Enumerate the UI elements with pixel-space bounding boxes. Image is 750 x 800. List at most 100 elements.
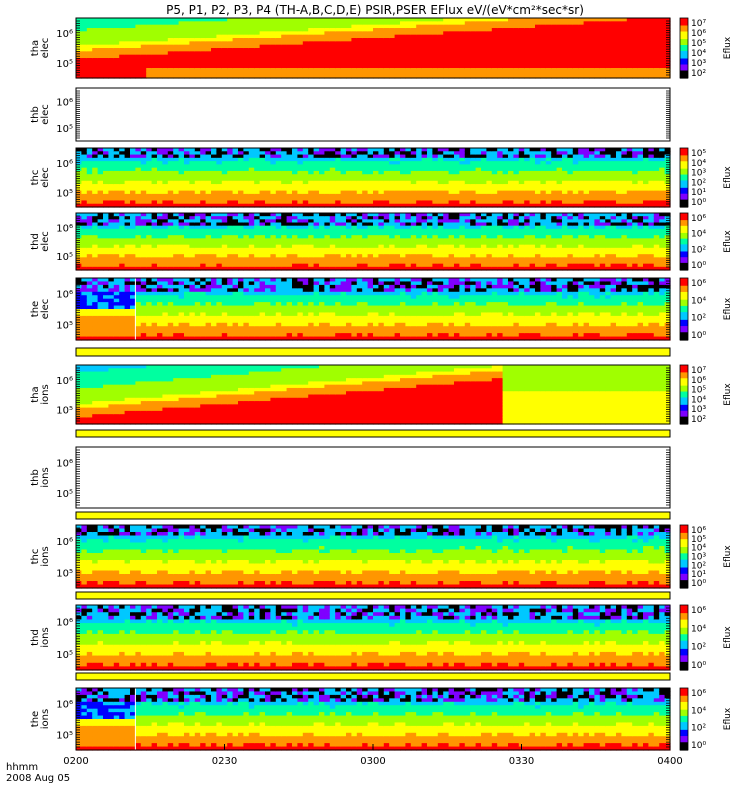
spectrogram-cell <box>346 24 352 29</box>
spectrogram-cell <box>416 177 423 182</box>
spectrogram-cell <box>205 51 212 56</box>
spectrogram-cell <box>367 190 374 195</box>
spectrogram-cell <box>97 21 104 26</box>
spectrogram-cell <box>594 31 601 36</box>
spectrogram-cell <box>200 174 207 179</box>
spectrogram-cell <box>167 177 174 182</box>
spectrogram-cell <box>140 177 147 182</box>
spectrogram-cell <box>238 54 244 59</box>
spectrogram-cell <box>238 28 244 32</box>
spectrogram-cell <box>464 44 471 49</box>
spectrogram-cell <box>173 71 180 76</box>
spectrogram-cell <box>567 18 574 22</box>
spectrogram-cell <box>351 203 358 208</box>
spectrogram-cell <box>178 197 185 202</box>
spectrogram-cell <box>162 180 169 185</box>
spectrogram-cell <box>351 41 358 46</box>
spectrogram-cell <box>491 48 498 52</box>
spectrogram-cell <box>248 157 255 162</box>
spectrogram-cell <box>146 64 153 69</box>
spectrogram-cell <box>81 31 88 36</box>
spectrogram-cell <box>81 48 88 52</box>
spectrogram-cell <box>475 31 482 36</box>
spectrogram-cell <box>81 154 88 159</box>
spectrogram-cell <box>502 41 509 46</box>
spectrogram-cell <box>610 58 617 62</box>
spectrogram-cell <box>513 31 520 36</box>
spectrogram-cell <box>643 48 649 52</box>
spectrogram-cell <box>313 197 320 202</box>
spectrogram-cell <box>518 18 525 22</box>
spectrogram-cell <box>248 38 255 42</box>
spectrogram-cell <box>572 44 579 49</box>
spectrogram-cell <box>356 51 363 56</box>
spectrogram-cell <box>302 193 309 198</box>
spectrogram-cell <box>383 193 390 198</box>
spectrogram-cell <box>481 28 487 32</box>
spectrogram-cell <box>184 154 190 159</box>
spectrogram-cell <box>211 184 217 188</box>
spectrogram-cell <box>346 44 352 49</box>
colorbar-cell <box>680 49 688 52</box>
spectrogram-cell <box>286 184 293 188</box>
spectrogram-cell <box>178 151 185 156</box>
spectrogram-cell <box>427 51 433 56</box>
spectrogram-cell <box>378 154 385 159</box>
spectrogram-cell <box>400 24 406 29</box>
spectrogram-cell <box>275 177 282 182</box>
spectrogram-cell <box>167 54 174 59</box>
spectrogram-cell <box>216 28 223 32</box>
spectrogram-cell <box>308 200 315 205</box>
spectrogram-cell <box>76 24 82 29</box>
spectrogram-cell <box>346 148 352 152</box>
spectrogram-cell <box>416 24 423 29</box>
spectrogram-cell <box>616 71 622 76</box>
spectrogram-cell <box>248 41 255 46</box>
spectrogram-cell <box>200 64 207 69</box>
spectrogram-cell <box>448 58 455 62</box>
spectrogram-cell <box>410 167 417 172</box>
spectrogram-cell <box>254 170 261 175</box>
spectrogram-cell <box>108 174 115 179</box>
spectrogram-cell <box>81 170 88 175</box>
spectrogram-cell <box>643 31 649 36</box>
spectrogram-cell <box>556 44 563 49</box>
spectrogram-cell <box>383 177 390 182</box>
spectrogram-cell <box>286 24 293 29</box>
spectrogram-cell <box>211 41 217 46</box>
spectrogram-cell <box>416 190 423 195</box>
spectrogram-cell <box>216 24 223 29</box>
spectrogram-cell <box>324 28 331 32</box>
spectrogram-cell <box>227 44 234 49</box>
spectrogram-cell <box>184 190 190 195</box>
spectrogram-cell <box>281 64 288 69</box>
spectrogram-cell <box>265 41 271 46</box>
spectrogram-cell <box>378 151 385 156</box>
spectrogram-cell <box>194 190 201 195</box>
spectrogram-cell <box>389 193 396 198</box>
spectrogram-cell <box>416 157 423 162</box>
spectrogram-cell <box>459 28 466 32</box>
spectrogram-cell <box>535 68 541 72</box>
spectrogram-cell <box>562 34 568 39</box>
spectrogram-cell <box>454 38 460 42</box>
spectrogram-cell <box>205 64 212 69</box>
spectrogram-cell <box>124 58 131 62</box>
spectrogram-cell <box>108 154 115 159</box>
spectrogram-cell <box>524 28 531 32</box>
spectrogram-cell <box>421 161 428 165</box>
spectrogram-cell <box>167 167 174 172</box>
spectrogram-cell <box>97 200 104 205</box>
spectrogram-cell <box>313 38 320 42</box>
spectrogram-cell <box>367 187 374 192</box>
spectrogram-cell <box>405 21 412 26</box>
spectrogram-cell <box>157 51 163 56</box>
spectrogram-cell <box>556 31 563 36</box>
spectrogram-cell <box>373 190 379 195</box>
spectrogram-cell <box>216 64 223 69</box>
spectrogram-cell <box>389 21 396 26</box>
spectrogram-cell <box>313 61 320 66</box>
spectrogram-cell <box>157 34 163 39</box>
spectrogram-cell <box>140 68 147 72</box>
spectrogram-cell <box>551 48 558 52</box>
